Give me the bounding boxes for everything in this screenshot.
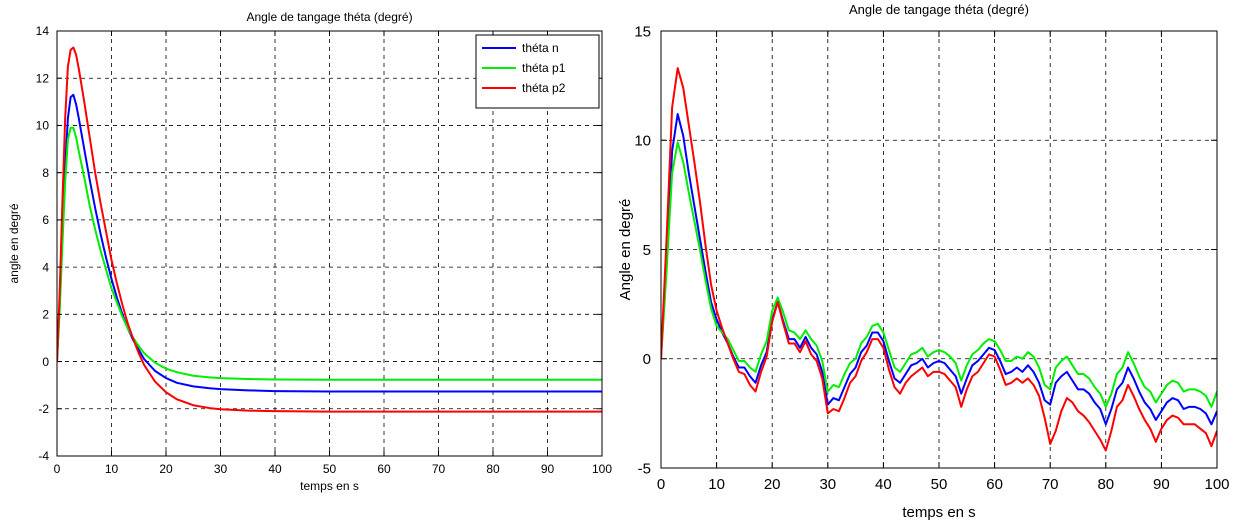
y-tick-label: 5 xyxy=(643,242,651,259)
y-tick-label: 10 xyxy=(36,119,50,133)
legend: théta n théta p1 théta p2 xyxy=(475,34,600,109)
y-tick-label: 10 xyxy=(634,133,651,150)
series-line-3 xyxy=(661,67,1217,452)
x-tick-label: 30 xyxy=(819,476,836,493)
y-tick-label: 2 xyxy=(42,308,49,322)
chart-title: Angle de tangage théta (degré) xyxy=(849,2,1029,17)
x-tick-label: 40 xyxy=(268,462,282,476)
x-tick-label: 10 xyxy=(708,476,725,493)
y-tick-label: -2 xyxy=(38,402,49,416)
x-tick-label: 0 xyxy=(657,476,665,493)
x-tick-label: 60 xyxy=(377,462,391,476)
y-tick-label: 15 xyxy=(634,23,651,40)
legend-label: théta n xyxy=(522,41,559,55)
x-tick-label: 10 xyxy=(105,462,119,476)
series-line-2 xyxy=(661,141,1217,408)
y-axis-label: angle en degré xyxy=(7,203,21,283)
x-tick-label: 0 xyxy=(54,462,61,476)
y-tick-label: -4 xyxy=(38,449,49,463)
y-tick-label: 8 xyxy=(42,166,49,180)
y-tick-label: -5 xyxy=(638,460,651,477)
y-tick-label: 4 xyxy=(42,260,49,274)
series-line-3 xyxy=(57,46,602,413)
x-tick-label: 20 xyxy=(764,476,781,493)
x-tick-label: 50 xyxy=(931,476,948,493)
x-tick-label: 80 xyxy=(486,462,500,476)
x-tick-label: 90 xyxy=(1153,476,1170,493)
x-tick-label: 50 xyxy=(323,462,337,476)
x-axis-label: temps en s xyxy=(902,504,975,521)
x-tick-label: 60 xyxy=(986,476,1003,493)
series-line-1 xyxy=(661,113,1217,426)
legend-label: théta p2 xyxy=(522,81,566,95)
y-tick-label: 14 xyxy=(36,24,50,38)
chart-1: 0 10 20 30 40 50 60 70 80 90 100 -4 -2 0 2 4 6 8 10 12 14 Ang… xyxy=(7,10,612,493)
x-tick-label: 20 xyxy=(159,462,173,476)
x-tick-label: 70 xyxy=(432,462,446,476)
x-tick-label: 30 xyxy=(214,462,228,476)
chart-title: Angle de tangage théta (degré) xyxy=(246,10,412,24)
series-line-2 xyxy=(57,126,602,381)
y-tick-label: 6 xyxy=(42,213,49,227)
legend-label: théta p1 xyxy=(522,61,566,75)
x-tick-label: 70 xyxy=(1042,476,1059,493)
x-tick-label: 40 xyxy=(875,476,892,493)
x-tick-label: 100 xyxy=(592,462,612,476)
x-axis-label: temps en s xyxy=(300,479,359,493)
x-tick-label: 100 xyxy=(1204,476,1229,493)
x-tick-label: 80 xyxy=(1097,476,1114,493)
y-tick-label: 0 xyxy=(643,351,651,368)
y-tick-label: 0 xyxy=(42,355,49,369)
y-axis-label: Angle en degré xyxy=(617,199,634,301)
chart-2: 0 10 20 30 40 50 60 70 80 90 100 -5 0 5 10 15 Angle de t… xyxy=(617,2,1230,521)
y-tick-label: 12 xyxy=(36,71,50,85)
x-tick-label: 90 xyxy=(541,462,555,476)
